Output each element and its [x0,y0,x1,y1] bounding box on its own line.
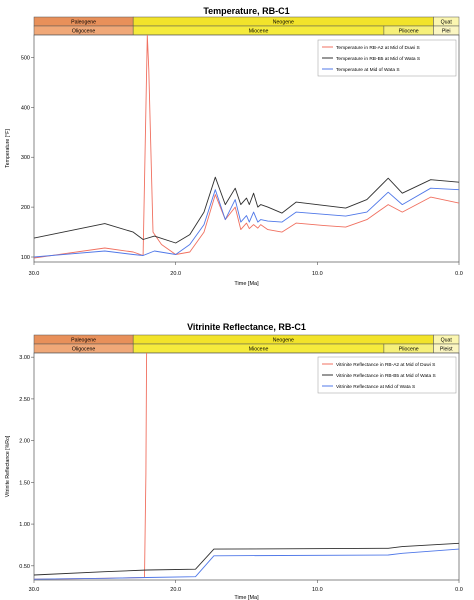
legend-box [317,39,457,77]
y-axis-label: Temperature [°F] [5,129,11,168]
chart-title: Temperature, RB-C1 [203,6,289,16]
series-line-3 [34,548,459,580]
x-tick-label: 10.0 [312,271,323,277]
y-tick-label: 2.50 [19,397,30,403]
legend: Temperature in RB-A2 at Mid of Duwi S Tem… [317,39,457,77]
x-tick-label: 20.0 [170,271,181,277]
x-tick-label: 0.0 [455,271,463,277]
y-tick-label: 2.00 [19,439,30,445]
epoch-label: Pleist [440,347,453,353]
x-axis-label: Time [Ma] [234,595,259,600]
series-line-1 [34,35,459,259]
y-tick-label: 300 [21,155,30,161]
legend-box [317,356,457,394]
period-label: Paleogene [71,20,96,26]
series-group [34,35,459,259]
x-tick-label: 10.0 [312,587,323,593]
chart-title: Vitrinite Reflectance, RB-C1 [187,322,306,332]
y-axis-label: Vitrinite Reflectance [%Ro] [5,435,11,497]
x-axis-label: Time [Ma] [234,281,259,287]
period-label: Quat [441,20,453,26]
period-label: Quat [441,338,453,344]
legend-label: Vitrinite Reflectance in RB-A2 at Mid of… [336,362,435,368]
y-tick-label: 200 [21,205,30,211]
legend-label: Vitrinite Reflectance in RB-B5 at Mid of… [336,373,436,379]
series-line-3 [34,187,459,258]
y-tick-label: 1.50 [19,480,30,486]
legend-label: Temperature in RB-B5 at Mid of Wata S [336,56,420,62]
legend-label: Temperature at Mid of Wata S [336,67,400,73]
y-tick-label: 1.00 [19,522,30,528]
epoch-label: Miocene [249,347,269,353]
epoch-label: Oligocene [72,29,95,35]
epoch-label: Pliocene [399,29,419,35]
x-tick-label: 20.0 [170,587,181,593]
y-tick-label: 500 [21,55,30,61]
series-group [34,353,459,580]
y-tick-label: 0.50 [19,564,30,570]
period-label: Neogene [273,20,294,26]
epoch-label: Pliocene [399,347,419,353]
x-tick-label: 0.0 [455,587,463,593]
x-tick-label: 30.0 [29,271,40,277]
period-label: Neogene [273,338,294,344]
series-line-2 [34,176,459,244]
chart-panel-1: Temperature, RB-C1 Paleogene Neogene Quat Ol… [5,6,463,287]
y-tick-label: 100 [21,255,30,261]
legend-label: Temperature in RB-A2 at Mid of Duwi S [336,45,420,51]
legend: Vitrinite Reflectance in RB-A2 at Mid of… [317,356,457,394]
y-tick-label: 3.00 [19,355,30,361]
epoch-label: Plei [442,29,451,35]
epoch-label: Miocene [249,29,269,35]
y-tick-label: 400 [21,105,30,111]
x-tick-label: 30.0 [29,587,40,593]
period-label: Paleogene [71,338,96,344]
legend-label: Vitrinite Reflectance at Mid of Wata S [336,384,415,390]
series-line-2 [34,542,459,576]
chart-panel-2: Vitrinite Reflectance, RB-C1 Paleogene Neo… [5,322,463,600]
epoch-label: Oligocene [72,347,95,353]
